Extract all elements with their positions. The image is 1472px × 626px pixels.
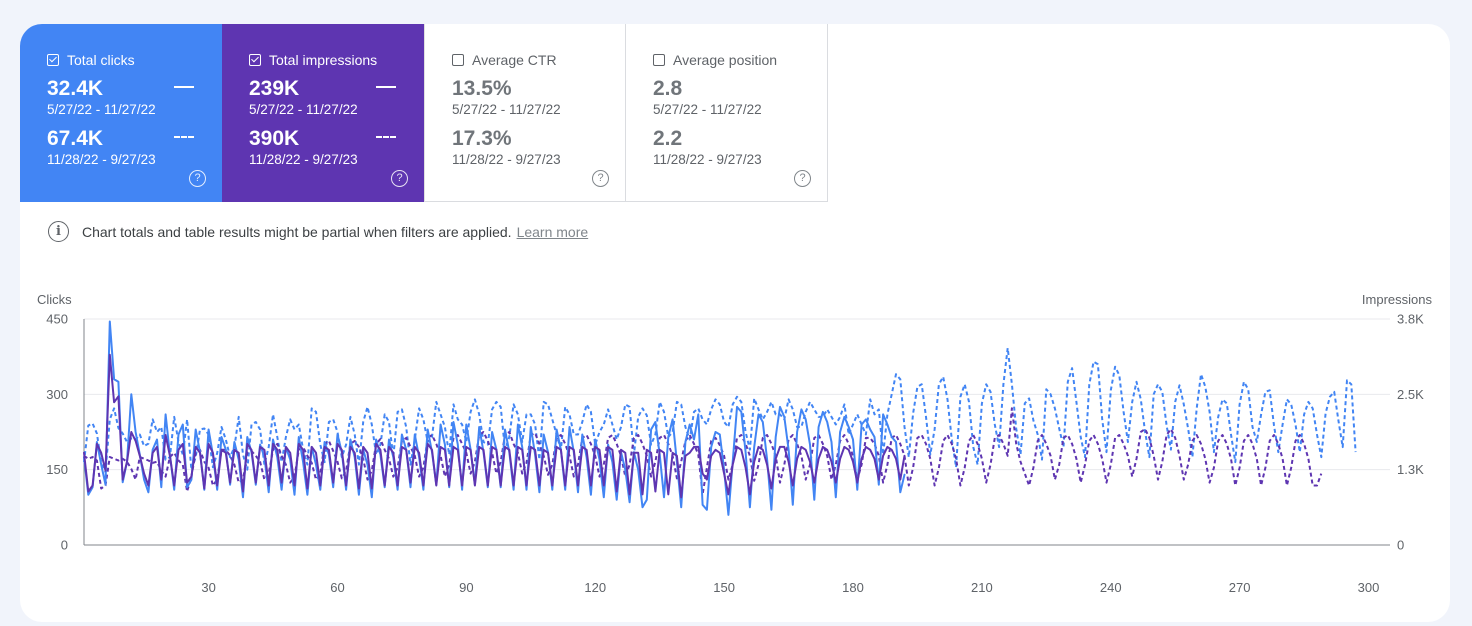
dashed-line-legend-icon [174, 136, 194, 138]
metric-header: Average CTR [452, 51, 625, 69]
notice-text: Chart totals and table results might be … [82, 223, 512, 240]
y-left-tick-label: 150 [46, 462, 68, 477]
metric-value-previous: 239K [249, 77, 300, 100]
x-tick-label: 30 [201, 580, 215, 595]
checkbox-checked-icon[interactable] [47, 54, 59, 66]
y-left-tick-label: 450 [46, 312, 68, 327]
x-tick-label: 120 [584, 580, 606, 595]
help-icon[interactable]: ? [794, 170, 811, 187]
series-line-impressions_current [83, 407, 1323, 496]
checkbox-checked-icon[interactable] [249, 54, 261, 66]
y-right-tick-label: 2.5K [1397, 387, 1424, 402]
metric-range-previous: 5/27/22 - 11/27/22 [653, 102, 762, 117]
help-icon[interactable]: ? [391, 170, 408, 187]
x-tick-label: 90 [459, 580, 473, 595]
y-right-axis-label: Impressions [1362, 292, 1433, 307]
metric-total-impressions[interactable]: Total impressions 239K 5/27/22 - 11/27/2… [222, 24, 424, 202]
learn-more-link[interactable]: Learn more [516, 223, 589, 240]
y-right-tick-label: 1.3K [1397, 462, 1424, 477]
metric-average-ctr[interactable]: Average CTR 13.5% 5/27/22 - 11/27/22 17.… [424, 24, 626, 202]
dashed-line-legend-icon [376, 136, 396, 138]
x-tick-label: 180 [842, 580, 864, 595]
metric-header: Total impressions [249, 51, 424, 69]
metric-value-current: 17.3% [452, 127, 512, 150]
y-right-tick-label: 3.8K [1397, 312, 1424, 327]
metric-value-current: 390K [249, 127, 300, 150]
metric-value-current: 67.4K [47, 127, 104, 150]
y-left-tick-label: 0 [61, 538, 68, 553]
performance-card: Total clicks 32.4K 5/27/22 - 11/27/22 67… [20, 24, 1450, 622]
checkbox-unchecked-icon[interactable] [653, 54, 665, 66]
metric-range-current: 11/28/22 - 9/27/23 [653, 152, 762, 167]
metric-average-position[interactable]: Average position 2.8 5/27/22 - 11/27/22 … [626, 24, 828, 202]
metric-total-clicks[interactable]: Total clicks 32.4K 5/27/22 - 11/27/22 67… [20, 24, 222, 202]
metric-value-current: 2.2 [653, 127, 683, 150]
x-tick-label: 240 [1100, 580, 1122, 595]
series-line-clicks_previous [83, 320, 906, 516]
metric-range-previous: 5/27/22 - 11/27/22 [452, 102, 561, 117]
metric-range-current: 11/28/22 - 9/27/23 [452, 152, 561, 167]
metric-label: Average position [673, 52, 778, 68]
help-icon[interactable]: ? [592, 170, 609, 187]
solid-line-legend-icon [174, 86, 194, 88]
series-line-impressions_previous [83, 353, 906, 499]
metric-range-previous: 5/27/22 - 11/27/22 [47, 102, 156, 117]
metric-value-previous: 2.8 [653, 77, 683, 100]
performance-chart: 0 150 300 450 0 1.3K 2.5K 3.8K Clicks Impressions… [37, 292, 1433, 595]
y-left-tick-label: 300 [46, 387, 68, 402]
x-tick-label: 270 [1229, 580, 1251, 595]
x-tick-label: 210 [971, 580, 993, 595]
y-right-tick-label: 0 [1397, 538, 1404, 553]
info-icon: i [48, 221, 69, 242]
metric-tabs: Total clicks 32.4K 5/27/22 - 11/27/22 67… [20, 24, 828, 202]
checkbox-unchecked-icon[interactable] [452, 54, 464, 66]
metric-label: Total clicks [67, 52, 135, 68]
metric-range-current: 11/28/22 - 9/27/23 [47, 152, 156, 167]
metric-label: Average CTR [472, 52, 557, 68]
series-line-clicks_current [83, 347, 1357, 474]
x-tick-label: 60 [330, 580, 344, 595]
metric-header: Total clicks [47, 51, 222, 69]
metric-value-previous: 32.4K [47, 77, 104, 100]
metric-header: Average position [653, 51, 827, 69]
x-tick-label: 300 [1358, 580, 1380, 595]
metric-value-previous: 13.5% [452, 77, 512, 100]
metric-range-current: 11/28/22 - 9/27/23 [249, 152, 358, 167]
metric-range-previous: 5/27/22 - 11/27/22 [249, 102, 358, 117]
solid-line-legend-icon [376, 86, 396, 88]
x-tick-label: 150 [713, 580, 735, 595]
y-left-axis-label: Clicks [37, 292, 72, 307]
partial-data-notice: i Chart totals and table results might b… [48, 221, 588, 242]
help-icon[interactable]: ? [189, 170, 206, 187]
metric-label: Total impressions [269, 52, 378, 68]
